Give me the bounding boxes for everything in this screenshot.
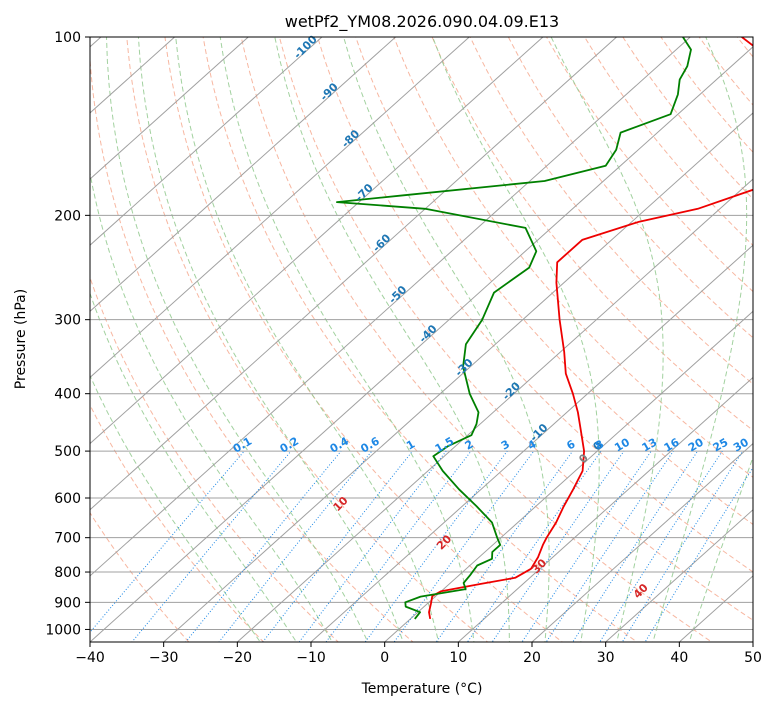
axis-ticks: −40 −30 −20 −10 0 10 20 30 40 50 100 200 300 400 500 60… [45, 30, 762, 666]
isotherm-line [90, 46, 753, 642]
isotherm-line [383, 310, 753, 642]
isotherm-line [457, 376, 753, 642]
isotherm-line [90, 37, 618, 511]
temperature-line [428, 37, 753, 620]
y-tick-label: 200 [54, 208, 81, 224]
y-tick-label: 800 [54, 565, 81, 581]
y-tick-label: 1000 [45, 622, 81, 638]
dry-adiabat [164, 37, 564, 642]
mixing-ratio-line [218, 450, 373, 642]
dry-adiabat [469, 37, 753, 385]
dry-adiabat [90, 276, 339, 642]
isotherm-line [604, 509, 753, 642]
mixing-ratio-line [435, 450, 574, 642]
mixing-ratio-line [298, 450, 447, 642]
moist-adiabat [90, 374, 261, 642]
x-tick-label: 10 [449, 650, 467, 666]
x-tick-label: −10 [296, 650, 326, 666]
dry-adiabat [278, 37, 753, 621]
moist-adiabat [274, 37, 510, 642]
dry-adiabat [507, 37, 753, 339]
isotherm-line [90, 37, 471, 379]
x-tick-label: 0 [380, 650, 389, 666]
x-tick-label: 50 [744, 650, 762, 666]
dry-adiabat [240, 37, 713, 642]
dry-adiabat [355, 37, 753, 526]
x-tick-label: −30 [149, 650, 179, 666]
y-axis-label: Pressure (hPa) [13, 289, 29, 389]
isotherm-line [236, 178, 753, 642]
dry-adiabat [545, 37, 753, 293]
dewpoint-line [336, 37, 692, 620]
background-lines [90, 37, 753, 642]
mixing-ratio-line [90, 450, 245, 634]
mixing-ratio-line [131, 450, 292, 642]
mixing-ratio-line [491, 450, 625, 642]
plot-frame [89, 36, 754, 643]
x-tick-label: 20 [523, 650, 541, 666]
mixing-ratio-line [466, 450, 602, 642]
isotherm-line [90, 37, 692, 577]
y-tick-label: 400 [54, 387, 81, 403]
dry-adiabat [202, 37, 638, 642]
moist-adiabat [432, 37, 600, 642]
y-tick-label: 700 [54, 531, 81, 547]
mixing-ratio-line [599, 450, 723, 642]
mixing-ratio-line [325, 450, 472, 642]
dry-adiabat [317, 37, 753, 573]
y-tick-label: 100 [54, 30, 81, 46]
x-tick-label: −20 [223, 650, 253, 666]
x-tick-label: 30 [597, 650, 615, 666]
dry-adiabat [126, 37, 489, 642]
chart-title: wetPf2_YM08.2026.090.04.09.E13 [285, 12, 559, 32]
moist-adiabat [137, 37, 404, 642]
isotherm-line [162, 112, 753, 642]
y-tick-label: 500 [54, 444, 81, 460]
isotherm-line [90, 37, 397, 313]
x-axis-label: Temperature (°C) [361, 681, 483, 697]
isotherm-line [90, 37, 544, 445]
x-tick-label: −40 [75, 650, 105, 666]
isotherm-line [531, 442, 753, 642]
data-series [336, 37, 753, 620]
mixing-ratio-line [644, 466, 753, 642]
isotherm-line [310, 244, 753, 642]
y-tick-label: 300 [54, 313, 81, 329]
x-tick-label: 40 [670, 650, 688, 666]
isotherm-line [90, 37, 323, 246]
moist-adiabat [90, 291, 297, 642]
isotherm-line [90, 37, 250, 180]
dry-adiabat [622, 37, 753, 200]
mixing-ratio-line [364, 450, 508, 642]
y-tick-label: 900 [54, 595, 81, 611]
moist-adiabat [550, 37, 664, 642]
y-tick-label: 600 [54, 491, 81, 507]
mixing-ratio-line [621, 450, 744, 642]
dry-adiabat [90, 52, 414, 642]
mixing-ratio-line [262, 450, 413, 642]
mixing-ratio-line [572, 450, 699, 642]
